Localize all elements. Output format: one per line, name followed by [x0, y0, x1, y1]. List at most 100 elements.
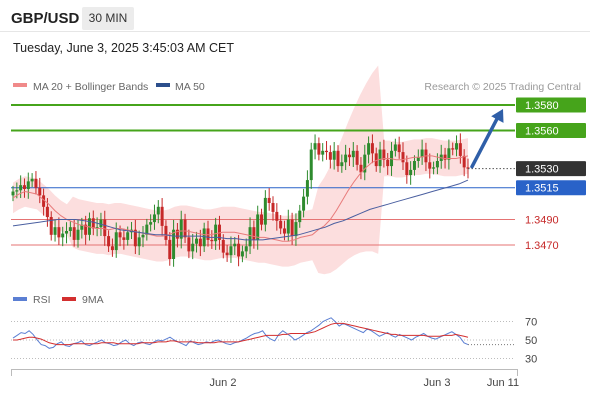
candle-body [240, 251, 244, 257]
candle-body [76, 229, 80, 240]
ma50-line [12, 179, 469, 241]
candle-body [443, 154, 447, 160]
candle-body [217, 224, 221, 240]
candle-body [401, 152, 405, 163]
price-label: 1.3580 [525, 100, 559, 112]
legend-rsi-label: RSI [33, 294, 51, 306]
candle-body [187, 237, 191, 252]
candle-body [420, 149, 424, 158]
candle-body [405, 162, 409, 175]
legend-rsi-swatch [13, 297, 27, 301]
candle-body [172, 229, 176, 259]
x-tick-label: Jun 2 [210, 377, 237, 389]
candle-body [191, 243, 195, 252]
candle-body [409, 169, 413, 175]
candle-body [11, 191, 15, 196]
legend-ma50-swatch [156, 83, 170, 87]
candle-body [428, 162, 432, 169]
candle-body [451, 148, 455, 150]
candle-body [26, 181, 30, 189]
candle-body [110, 246, 114, 251]
candle-body [103, 219, 107, 237]
candle-body [34, 178, 38, 188]
rsi-pane: 70 50 30 [11, 317, 537, 366]
candle-body [275, 211, 279, 221]
legend-ma20-label: MA 20 + Bollinger Bands [33, 81, 148, 93]
candle-body [370, 143, 374, 154]
rsi-tick-label: 30 [525, 354, 537, 366]
candle-body [298, 210, 302, 223]
candle-body [328, 152, 332, 160]
symbol-title: GBP/USD [11, 10, 80, 27]
candle-body [164, 225, 168, 240]
candle-body [336, 150, 340, 167]
candle-body [412, 161, 416, 170]
candle-body [68, 227, 72, 231]
candle-body [152, 214, 156, 223]
forecast-arrow-shaft [470, 113, 501, 169]
candle-body [432, 167, 436, 169]
candle-body [229, 246, 233, 256]
candle-body [141, 234, 145, 238]
candle-body [84, 224, 88, 235]
legend-ma50-label: MA 50 [175, 81, 205, 93]
candle-body [19, 185, 23, 191]
candle-body [332, 150, 336, 160]
candle-body [458, 143, 462, 156]
candle-body [126, 232, 130, 240]
candle-body [237, 243, 241, 257]
candle-body [290, 219, 294, 237]
timeframe-button[interactable]: 30 MIN [82, 7, 134, 30]
legend-rsi-ma-swatch [62, 297, 76, 301]
candle-body [57, 227, 61, 238]
candle-body [347, 154, 351, 158]
candle-body [279, 220, 283, 229]
candle-body [99, 219, 103, 228]
bollinger-band [13, 65, 468, 275]
candle-body [286, 219, 290, 234]
timestamp: Tuesday, June 3, 2025 3:45:03 AM CET [13, 41, 234, 55]
candle-body [15, 190, 19, 192]
candle-body [195, 238, 199, 244]
candle-body [351, 150, 355, 158]
watermark: Research © 2025 Trading Central [424, 81, 581, 93]
price-label-bg [516, 122, 586, 138]
candle-body [252, 227, 256, 240]
candle-body [355, 150, 359, 165]
candle-body [202, 228, 206, 247]
candle-body [305, 180, 309, 197]
candle-body [145, 224, 149, 235]
candle-body [233, 243, 237, 247]
candle-body [183, 219, 187, 238]
price-label-bg [516, 161, 586, 177]
candle-body [149, 222, 153, 225]
candle-body [175, 229, 179, 239]
candle-body [382, 149, 386, 160]
chart-header: GBP/USD 30 MIN [0, 0, 590, 36]
candle-body [363, 154, 367, 173]
candle-body [38, 187, 42, 196]
candle-body [386, 159, 390, 167]
candle-body [263, 197, 267, 225]
candle-body [397, 144, 401, 153]
candle-body [91, 218, 95, 229]
candle-body [206, 228, 210, 240]
candle-body [340, 162, 344, 167]
rsi-ma-line [13, 322, 469, 346]
candle-body [225, 252, 229, 256]
candle-body [260, 214, 264, 225]
candle-body [107, 236, 111, 247]
candle-body [22, 185, 26, 189]
candle-body [80, 224, 84, 230]
price-label: 1.3490 [525, 215, 559, 227]
candle-body [367, 143, 371, 155]
candle-body [393, 144, 397, 151]
candle-body [95, 227, 99, 229]
candle-body [168, 239, 172, 259]
candle-body [45, 206, 49, 217]
candle-body [198, 238, 202, 247]
forecast-arrow-head [491, 109, 504, 123]
candle-body [317, 143, 321, 155]
candle-body [302, 196, 306, 211]
candle-body [72, 227, 76, 240]
